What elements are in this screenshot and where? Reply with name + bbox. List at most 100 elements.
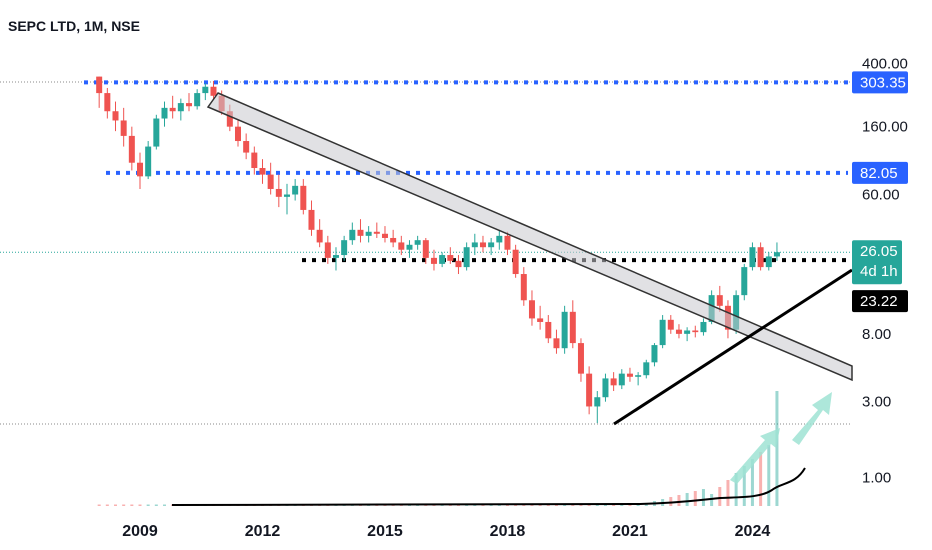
candle-body	[439, 255, 446, 264]
candle-body	[185, 103, 192, 107]
volume-bar	[734, 473, 738, 506]
candle-body	[292, 185, 299, 195]
candle	[430, 249, 437, 271]
candle	[112, 101, 119, 132]
level-price-tag	[852, 290, 908, 313]
candle	[667, 315, 674, 334]
chart-title: SEPC LTD, 1M, NSE	[8, 18, 140, 34]
candle-body	[684, 330, 691, 334]
candle-body	[626, 373, 633, 377]
candle-body	[643, 362, 650, 376]
candle-body	[96, 76, 103, 94]
axis-layer: 1,200.00400.00160.0060.008.003.001.00200…	[122, 55, 908, 540]
candle	[463, 242, 470, 271]
candle-body	[251, 152, 258, 169]
candle-body	[283, 194, 290, 197]
volume-bar	[685, 493, 689, 506]
growth-arrow-icon	[792, 392, 832, 445]
volume-bar	[636, 504, 640, 506]
candle-body	[520, 274, 527, 301]
candle	[561, 305, 568, 354]
candle-body	[137, 162, 143, 177]
candle-body	[528, 300, 535, 319]
candle-body	[145, 146, 152, 177]
candle-body	[430, 257, 437, 264]
candle-body	[104, 93, 111, 112]
candle	[283, 183, 290, 215]
volume-bar	[677, 495, 681, 506]
candle	[267, 162, 274, 195]
candle	[594, 391, 601, 424]
candle-body	[169, 107, 176, 112]
growth-arrow-icon	[730, 428, 780, 484]
volume-bar	[122, 504, 126, 506]
candle-body	[128, 135, 135, 163]
candle	[104, 87, 111, 119]
candle	[292, 179, 299, 201]
candle-body	[692, 330, 699, 333]
candle	[373, 222, 380, 238]
candle-body	[610, 378, 617, 386]
candle	[700, 318, 707, 336]
volume-bar	[628, 504, 632, 506]
candle	[765, 252, 772, 271]
volume-bar	[138, 504, 142, 506]
y-axis-tick-label: 60.00	[862, 187, 900, 204]
candle	[757, 242, 764, 271]
candle-body	[651, 345, 658, 363]
candle	[586, 366, 593, 415]
candle	[96, 76, 103, 108]
candle-body	[569, 311, 576, 344]
candle-body	[659, 319, 666, 346]
candle	[128, 126, 135, 171]
candle-body	[618, 373, 625, 386]
volume-bar	[669, 497, 673, 506]
volume-bar	[130, 504, 134, 506]
candle-body	[161, 107, 168, 119]
candle	[153, 114, 160, 150]
candle	[406, 240, 413, 258]
candle	[602, 373, 609, 402]
candle-body	[300, 185, 307, 210]
candle	[251, 146, 258, 175]
candle	[365, 226, 372, 243]
candle	[145, 141, 152, 180]
volume-bar	[563, 504, 567, 506]
volume-bar	[742, 466, 746, 506]
volume-bar	[530, 504, 534, 506]
y-axis-tick-label: 3.00	[862, 394, 891, 411]
volume-bar	[146, 504, 150, 506]
candle	[773, 242, 780, 261]
candle	[210, 80, 217, 99]
rising-trendline	[613, 268, 853, 426]
candle	[137, 152, 143, 189]
candle-body	[112, 111, 119, 121]
candle-body	[153, 118, 160, 147]
volume-bar	[114, 504, 118, 506]
volume-bar	[554, 504, 558, 506]
candle	[626, 367, 633, 382]
candle	[545, 315, 552, 344]
candle	[324, 235, 331, 264]
volume-bar	[571, 504, 575, 506]
candle-body	[553, 338, 560, 349]
volume-bar	[105, 504, 109, 506]
candle	[528, 290, 535, 326]
candle	[381, 226, 388, 243]
candle	[234, 120, 241, 147]
candle	[447, 247, 454, 264]
candle	[275, 174, 282, 208]
candle	[741, 263, 748, 301]
candle-body	[773, 252, 780, 257]
candle-body	[210, 86, 217, 96]
candle-body	[275, 188, 282, 197]
candle	[651, 343, 658, 367]
candle	[675, 324, 682, 339]
volume-bar	[154, 504, 158, 506]
candle-body	[594, 397, 601, 407]
candle	[177, 98, 184, 121]
volume-bar	[162, 504, 166, 506]
candle-body	[455, 260, 462, 268]
candle	[398, 235, 405, 256]
